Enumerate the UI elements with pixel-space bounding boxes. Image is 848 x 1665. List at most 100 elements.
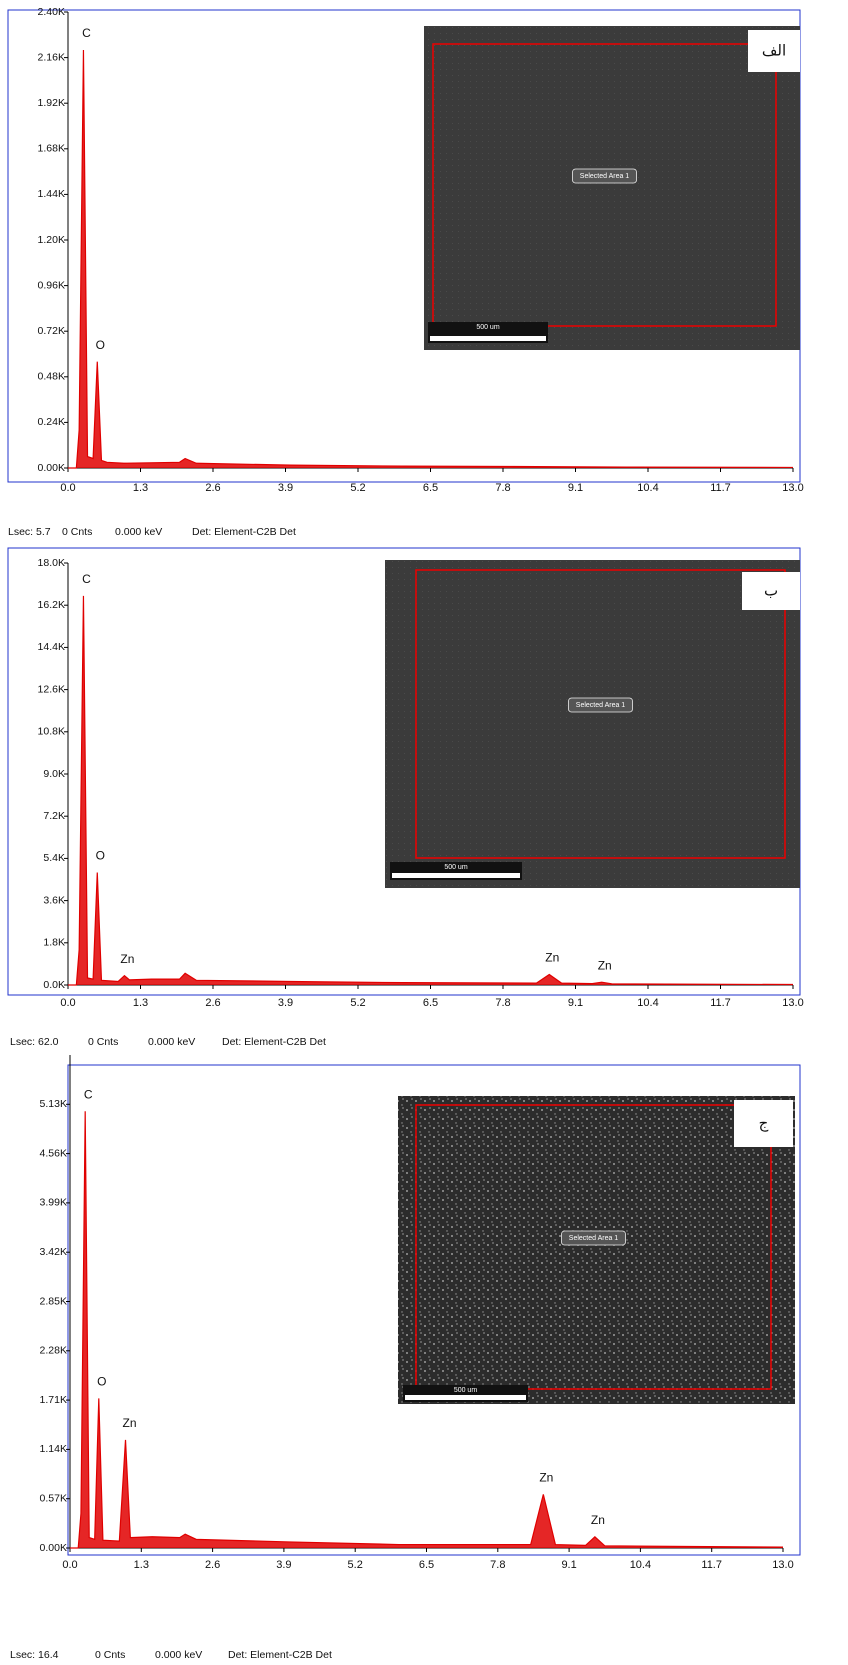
x-tick-label: 10.4 — [630, 1559, 651, 1571]
footer-text: Det: Element-C2B Det — [228, 1649, 332, 1661]
spectrum — [68, 595, 794, 986]
panel-label: الف — [762, 42, 786, 60]
y-tick-label: 0.0K — [43, 979, 65, 991]
peak-label: Zn — [122, 1416, 136, 1430]
y-tick-label: 14.4K — [38, 641, 65, 653]
scale-bar — [392, 873, 520, 878]
panel-label: ب — [764, 582, 778, 600]
x-tick-label: 1.3 — [133, 482, 148, 494]
x-tick-label: 6.5 — [423, 997, 438, 1009]
footer-text: Lsec: 62.0 — [10, 1036, 59, 1048]
peak-label: O — [97, 1375, 106, 1389]
x-tick-label: 13.0 — [772, 1559, 793, 1571]
selected-area-box — [415, 1104, 772, 1390]
x-tick-label: 13.0 — [782, 997, 803, 1009]
y-tick-label: 1.68K — [38, 143, 65, 155]
x-tick-label: 0.0 — [62, 1559, 77, 1571]
selected-area-label: Selected Area 1 — [580, 173, 630, 180]
x-tick-label: 5.2 — [350, 482, 365, 494]
y-tick-label: 0.00K — [38, 462, 65, 474]
y-tick-label: 16.2K — [38, 599, 65, 611]
sem-image — [424, 26, 800, 350]
footer-text: 0 Cnts — [95, 1649, 125, 1661]
selected-area-tag — [572, 168, 637, 184]
y-tick-label: 0.24K — [38, 416, 65, 428]
y-tick-label: 2.85K — [40, 1295, 67, 1307]
x-tick-label: 0.0 — [60, 997, 75, 1009]
y-tick-label: 18.0K — [38, 557, 65, 569]
footer-text: Det: Element-C2B Det — [192, 526, 296, 538]
y-tick-label: 0.72K — [38, 325, 65, 337]
scale-bar — [405, 1395, 526, 1400]
x-tick-label: 0.0 — [60, 482, 75, 494]
x-tick-label: 3.9 — [278, 997, 293, 1009]
y-tick-label: 0.00K — [40, 1542, 67, 1554]
plot-frame — [67, 1064, 801, 1556]
x-tick-label: 10.4 — [637, 482, 658, 494]
x-tick-label: 5.2 — [350, 997, 365, 1009]
selected-area-box — [415, 569, 786, 859]
x-tick-label: 3.9 — [278, 482, 293, 494]
selected-area-tag — [561, 1230, 626, 1246]
y-tick-label: 4.56K — [40, 1147, 67, 1159]
scale-bar-label: 500 um — [476, 324, 500, 331]
x-tick-label: 2.6 — [205, 997, 220, 1009]
y-tick-label: 5.13K — [40, 1098, 67, 1110]
panel-label-box — [734, 1100, 793, 1147]
x-tick-label: 1.3 — [133, 997, 148, 1009]
y-tick-label: 2.28K — [40, 1345, 67, 1357]
footer-text: Lsec: 16.4 — [10, 1649, 59, 1661]
scale-bar-label: 500 um — [444, 864, 468, 871]
footer-text: 0 Cnts — [88, 1036, 118, 1048]
footer-text: 0.000 keV — [148, 1036, 195, 1048]
selected-area-label: Selected Area 1 — [576, 702, 626, 709]
x-tick-label: 11.7 — [701, 1559, 722, 1571]
x-tick-label: 9.1 — [568, 482, 583, 494]
footer-text: 0 Cnts — [62, 526, 92, 538]
peak-label: Zn — [539, 1471, 553, 1485]
y-tick-label: 2.16K — [38, 51, 65, 63]
x-tick-label: 6.5 — [423, 482, 438, 494]
footer-text: Lsec: 5.7 — [8, 526, 51, 538]
y-tick-label: 0.96K — [38, 279, 65, 291]
y-tick-label: 3.6K — [43, 894, 65, 906]
peak-label: O — [96, 849, 105, 863]
panel-label: ج — [759, 1114, 769, 1133]
x-tick-label: 11.7 — [710, 482, 731, 494]
y-tick-label: 1.20K — [38, 234, 65, 246]
y-tick-label: 2.40K — [38, 6, 65, 18]
x-tick-label: 13.0 — [782, 482, 803, 494]
x-tick-label: 6.5 — [419, 1559, 434, 1571]
x-tick-label: 1.3 — [134, 1559, 149, 1571]
x-tick-label: 7.8 — [495, 997, 510, 1009]
selected-area-box — [432, 43, 777, 327]
peak-label: C — [84, 1087, 93, 1101]
peak-label: O — [96, 338, 105, 352]
sem-image — [398, 1096, 795, 1404]
peak-label: C — [82, 572, 91, 586]
x-tick-label: 9.1 — [568, 997, 583, 1009]
x-tick-label: 9.1 — [561, 1559, 576, 1571]
x-tick-label: 5.2 — [348, 1559, 363, 1571]
x-tick-label: 7.8 — [490, 1559, 505, 1571]
footer-text: 0.000 keV — [155, 1649, 202, 1661]
x-tick-label: 7.8 — [495, 482, 510, 494]
y-tick-label: 5.4K — [43, 852, 65, 864]
y-tick-label: 9.0K — [43, 768, 65, 780]
peak-label: Zn — [598, 958, 612, 972]
y-tick-label: 1.44K — [38, 188, 65, 200]
panel-label-box — [748, 30, 800, 72]
x-tick-label: 10.4 — [637, 997, 658, 1009]
x-tick-label: 3.9 — [276, 1559, 291, 1571]
panel-label-box — [742, 572, 800, 610]
selected-area-label: Selected Area 1 — [569, 1235, 619, 1242]
y-tick-label: 1.8K — [43, 937, 65, 949]
x-tick-label: 2.6 — [205, 1559, 220, 1571]
sem-image — [385, 560, 800, 888]
y-tick-label: 1.14K — [40, 1443, 67, 1455]
y-tick-label: 1.92K — [38, 97, 65, 109]
scale-bar-label: 500 um — [454, 1387, 478, 1394]
x-tick-label: 11.7 — [710, 997, 731, 1009]
y-tick-label: 3.42K — [40, 1246, 67, 1258]
